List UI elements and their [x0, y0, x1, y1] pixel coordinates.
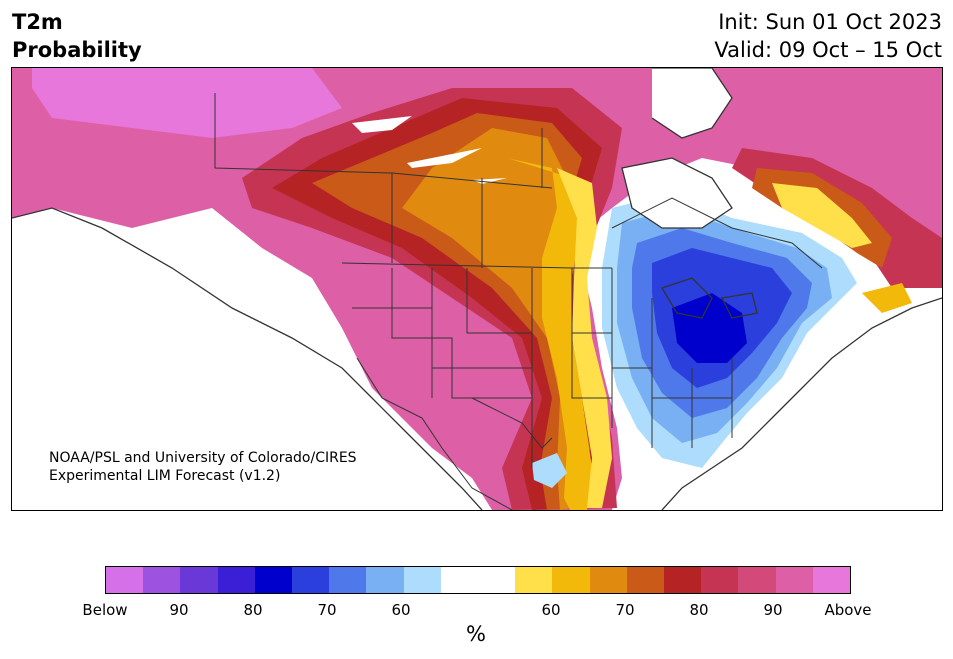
colorbar-tick-label: 80 [689, 601, 709, 619]
colorbar-swatch [775, 567, 813, 593]
colorbar-swatch [664, 567, 702, 593]
colorbar-tick-label: Above [824, 601, 872, 619]
colorbar-swatch [180, 567, 218, 593]
colorbar-tick-label: Below [82, 601, 128, 619]
colorbar-swatch [515, 567, 553, 593]
colorbar-tick-label: 60 [541, 601, 561, 619]
colorbar-tick-label: 80 [243, 601, 263, 619]
credit-line-2: Experimental LIM Forecast (v1.2) [49, 468, 281, 484]
political-borders [214, 93, 823, 510]
coastlines [12, 68, 942, 510]
title-line-1: T2m [12, 10, 63, 34]
title-line-2: Probability [12, 38, 142, 62]
date-info: Init: Sun 01 Oct 2023 Valid: 09 Oct – 15… [714, 8, 942, 64]
colorbar-tick-label: 70 [615, 601, 635, 619]
colorbar-swatch [143, 567, 181, 593]
colorbar [105, 566, 851, 594]
map-svg [12, 68, 942, 510]
colorbar-unit: % [466, 622, 486, 646]
colorbar-swatch [552, 567, 590, 593]
ocean-mask [12, 68, 942, 510]
colorbar-swatch [626, 567, 665, 593]
colorbar-swatch [478, 567, 516, 593]
colorbar-swatch [217, 567, 255, 593]
colorbar-swatch [701, 567, 739, 593]
colorbar-swatch [106, 567, 144, 593]
credit-line-1: NOAA/PSL and University of Colorado/CIRE… [49, 450, 357, 466]
credit-text: NOAA/PSL and University of Colorado/CIRE… [49, 449, 357, 485]
colorbar-swatch [403, 567, 441, 593]
colorbar-swatch [366, 567, 404, 593]
colorbar-swatch [812, 567, 851, 593]
colorbar-swatch [738, 567, 776, 593]
colorbar-tick-label: 90 [169, 601, 189, 619]
colorbar-tick-label: 70 [317, 601, 337, 619]
colorbar-tick-label: 60 [391, 601, 411, 619]
init-date: Init: Sun 01 Oct 2023 [718, 10, 942, 34]
above-normal-region [12, 68, 942, 510]
probability-map [11, 67, 943, 511]
valid-range: Valid: 09 Oct – 15 Oct [714, 38, 942, 62]
map-title: T2m Probability [12, 8, 142, 64]
colorbar-swatch [292, 567, 330, 593]
colorbar-tick-label: 90 [763, 601, 783, 619]
colorbar-swatch [440, 567, 479, 593]
colorbar-swatch [329, 567, 367, 593]
colorbar-swatch [589, 567, 627, 593]
colorbar-swatch [254, 567, 293, 593]
